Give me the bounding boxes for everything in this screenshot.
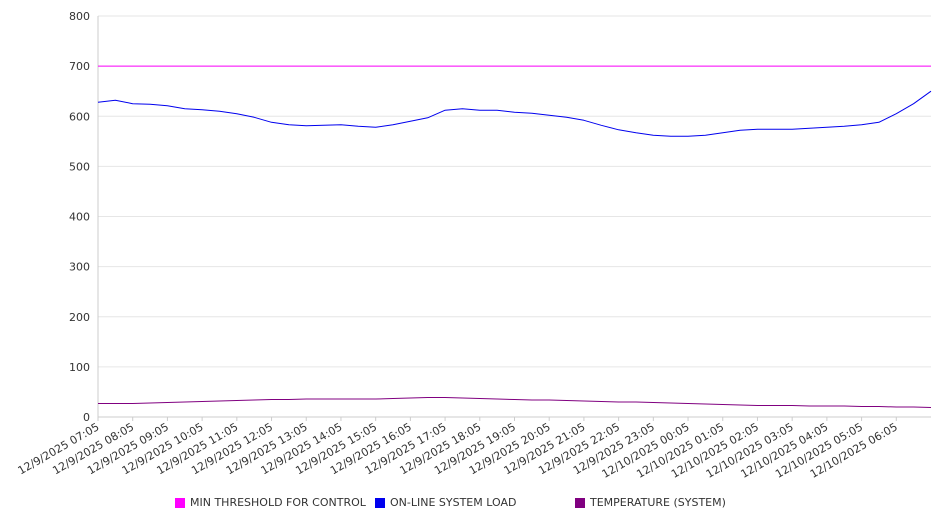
series-lines <box>97 65 932 408</box>
series-line-temperature <box>98 397 932 408</box>
axes <box>97 16 931 421</box>
y-tick-label: 500 <box>69 160 90 173</box>
y-tick-label: 100 <box>69 361 90 374</box>
legend-swatch-system-load <box>375 497 385 508</box>
legend-label-system-load: ON-LINE SYSTEM LOAD <box>390 496 517 509</box>
y-tick-label: 300 <box>69 261 90 274</box>
y-tick-label: 0 <box>83 411 90 424</box>
legend: MIN THRESHOLD FOR CONTROL ON-LINE SYSTEM… <box>0 496 946 516</box>
legend-item-temperature[interactable]: TEMPERATURE (SYSTEM) <box>575 496 726 509</box>
legend-item-system-load[interactable]: ON-LINE SYSTEM LOAD <box>375 496 516 509</box>
series-line-system-load <box>97 90 932 137</box>
y-tick-label: 600 <box>69 110 90 123</box>
y-tick-label: 800 <box>69 10 90 23</box>
y-tick-label: 200 <box>69 311 90 324</box>
legend-swatch-temperature <box>575 497 585 508</box>
grid-lines <box>98 15 931 418</box>
legend-item-min-threshold[interactable]: MIN THRESHOLD FOR CONTROL <box>175 496 366 509</box>
y-tick-label: 700 <box>69 60 90 73</box>
y-tick-labels: 0 100 200 300 400 500 600 700 800 <box>69 10 90 424</box>
y-tick-label: 400 <box>69 211 90 224</box>
legend-label-temperature: TEMPERATURE (SYSTEM) <box>590 496 726 509</box>
legend-swatch-min-threshold <box>175 497 185 508</box>
legend-label-min-threshold: MIN THRESHOLD FOR CONTROL <box>190 496 366 509</box>
